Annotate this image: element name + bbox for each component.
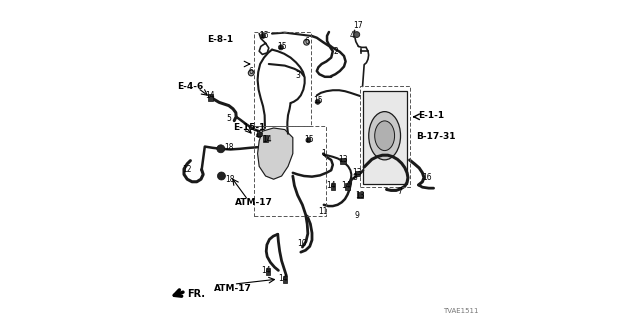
Text: E-8-1: E-8-1 [207, 35, 233, 44]
Text: 15: 15 [304, 135, 314, 144]
Circle shape [315, 99, 321, 104]
Bar [253, 126, 326, 216]
Text: 3: 3 [295, 71, 300, 80]
Text: 6: 6 [249, 68, 253, 76]
Bar [360, 86, 410, 187]
Bar [209, 94, 212, 101]
Text: 18: 18 [226, 175, 235, 184]
Text: 15: 15 [259, 31, 269, 40]
Text: TVAE1511: TVAE1511 [443, 308, 479, 314]
Text: 14: 14 [260, 266, 271, 275]
Text: ATM-17: ATM-17 [214, 284, 252, 293]
Text: 8: 8 [353, 173, 358, 182]
Text: ATM-17: ATM-17 [236, 198, 273, 207]
Bar [283, 276, 287, 283]
Bar [331, 183, 335, 190]
Bar [346, 183, 349, 190]
Text: 17: 17 [353, 21, 364, 30]
Text: 14: 14 [205, 92, 214, 100]
Bar [355, 171, 360, 176]
Text: 15: 15 [276, 42, 287, 51]
Circle shape [257, 132, 262, 138]
Circle shape [217, 145, 225, 153]
Circle shape [306, 138, 311, 143]
Text: 18: 18 [224, 143, 234, 152]
Text: E-4-6: E-4-6 [178, 82, 204, 91]
Circle shape [260, 33, 266, 38]
Text: 6: 6 [305, 37, 310, 46]
Circle shape [354, 32, 360, 37]
Circle shape [218, 172, 225, 180]
Circle shape [248, 70, 254, 76]
Ellipse shape [374, 121, 395, 151]
Text: 13: 13 [338, 156, 348, 164]
Text: E-1-1: E-1-1 [419, 111, 445, 120]
Text: 15: 15 [314, 96, 323, 105]
Circle shape [304, 39, 310, 45]
Text: 14: 14 [326, 181, 336, 190]
Text: 14: 14 [278, 274, 288, 283]
Text: 16: 16 [422, 173, 432, 182]
Text: 14: 14 [341, 181, 351, 190]
Text: FR.: FR. [187, 289, 205, 299]
Text: 14: 14 [262, 135, 272, 144]
Text: 13: 13 [353, 168, 362, 177]
Text: 15: 15 [254, 130, 264, 139]
Bar [253, 32, 311, 126]
Bar [362, 91, 407, 184]
Text: 10: 10 [298, 239, 307, 248]
Text: B-17-31: B-17-31 [416, 132, 456, 141]
Text: 4: 4 [349, 31, 355, 40]
Bar [357, 192, 363, 198]
Text: 11: 11 [319, 207, 328, 216]
Bar [340, 158, 346, 164]
Text: 2: 2 [333, 47, 339, 56]
Text: 9: 9 [355, 212, 359, 220]
Text: 7: 7 [397, 188, 403, 196]
Polygon shape [258, 128, 292, 179]
Bar [266, 268, 271, 275]
Text: 13: 13 [355, 191, 365, 200]
Text: 1: 1 [321, 149, 326, 158]
Circle shape [278, 45, 284, 50]
Bar [264, 135, 268, 142]
Text: 12: 12 [182, 165, 192, 174]
Ellipse shape [369, 112, 401, 160]
Text: E-15-1: E-15-1 [234, 124, 266, 132]
Text: 5: 5 [227, 114, 231, 123]
